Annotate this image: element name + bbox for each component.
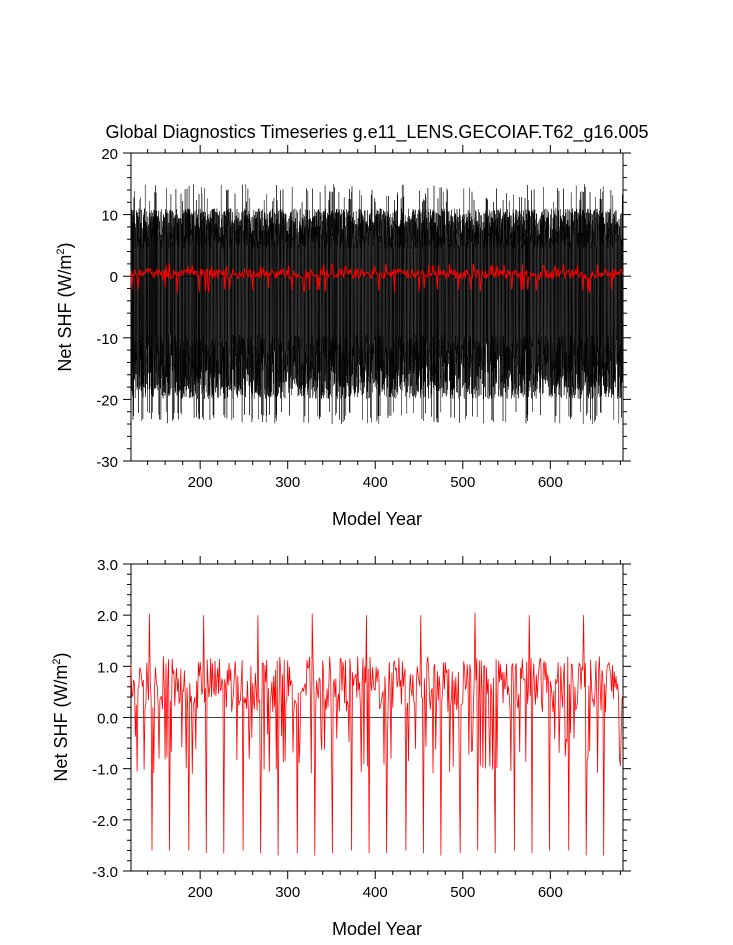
ytick-label: -10 xyxy=(96,331,118,348)
ytick-label: -2.0 xyxy=(92,813,118,830)
xlabel-top: Model Year xyxy=(332,509,422,529)
ytick-label: 3.0 xyxy=(97,557,118,574)
ytick-label: -1.0 xyxy=(92,762,118,779)
ytick-label: 1.0 xyxy=(97,659,118,676)
ytick-label: -20 xyxy=(96,392,118,409)
xtick-label: 600 xyxy=(538,884,563,901)
ytick-label: 10 xyxy=(101,208,118,225)
axes-bottom: -3.0 -2.0 -1.0 0.0 1.0 2.0 3.0 200 300 400 500 600 xyxy=(92,556,631,901)
ytick-label: 2.0 xyxy=(97,608,118,625)
ytick-label: 0.0 xyxy=(97,711,118,728)
xtick-label: 600 xyxy=(538,474,563,491)
series-annual-line xyxy=(130,612,624,856)
axes-top: -30 -20 -10 0 10 20 200 300 400 500 600 xyxy=(96,145,631,491)
xtick-label: 400 xyxy=(363,884,388,901)
ylabel-bottom: Net SHF (W/m2) xyxy=(51,652,71,781)
xtick-label: 500 xyxy=(450,474,475,491)
series-monthly-line xyxy=(130,184,624,424)
series-layer-top xyxy=(130,184,624,424)
xtick-label: 400 xyxy=(363,474,388,491)
xtick-label: 300 xyxy=(275,474,300,491)
xlabel-bottom: Model Year xyxy=(332,919,422,939)
xtick-label: 300 xyxy=(275,884,300,901)
xtick-label: 200 xyxy=(188,884,213,901)
ytick-label: 0 xyxy=(110,269,118,286)
xtick-label: 200 xyxy=(188,474,213,491)
ylabel-top: Net SHF (W/m2) xyxy=(55,242,75,371)
series-annual-line xyxy=(130,263,624,293)
series-layer-bottom xyxy=(130,612,624,856)
page-title: Global Diagnostics Timeseries g.e11_LENS… xyxy=(106,122,649,143)
ytick-label: -3.0 xyxy=(92,864,118,881)
panel-top: -30 -20 -10 0 10 20 200 300 400 500 600 Net SHF (W… xyxy=(55,145,631,529)
xtick-label: 500 xyxy=(450,884,475,901)
ytick-label: -30 xyxy=(96,454,118,471)
ytick-label: 20 xyxy=(101,146,118,163)
